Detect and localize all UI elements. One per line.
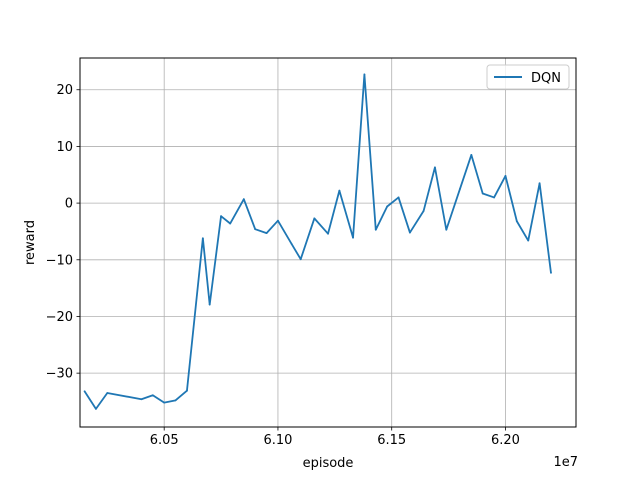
data-point bbox=[313, 217, 316, 220]
grid bbox=[80, 58, 576, 427]
data-point bbox=[422, 210, 425, 212]
data-point bbox=[374, 228, 377, 231]
y-tick-label: −30 bbox=[46, 367, 73, 382]
data-point bbox=[265, 232, 268, 235]
x-axis-offset-label: 1e7 bbox=[553, 455, 578, 470]
data-point bbox=[201, 237, 204, 240]
data-point bbox=[493, 196, 495, 199]
data-point bbox=[550, 271, 552, 274]
data-point bbox=[515, 220, 518, 223]
data-point bbox=[83, 390, 86, 393]
data-point bbox=[242, 198, 245, 201]
data-point bbox=[434, 166, 436, 169]
data-point bbox=[352, 236, 354, 239]
data-point bbox=[459, 188, 461, 190]
data-point bbox=[504, 174, 507, 177]
y-tick-label: 10 bbox=[56, 140, 73, 155]
data-point bbox=[538, 182, 541, 185]
y-tick-label: 20 bbox=[56, 83, 73, 98]
data-point bbox=[208, 303, 211, 306]
data-point bbox=[140, 398, 143, 401]
data-point bbox=[229, 222, 232, 225]
y-tick-label: −10 bbox=[46, 253, 73, 268]
data-point bbox=[409, 231, 411, 234]
data-point bbox=[470, 154, 473, 156]
data-point bbox=[220, 215, 222, 218]
data-point bbox=[151, 394, 154, 397]
data-point bbox=[527, 239, 530, 242]
data-point bbox=[174, 399, 177, 402]
data-point bbox=[290, 243, 293, 245]
legend: DQN bbox=[486, 64, 570, 90]
data-point bbox=[363, 73, 366, 76]
data-point bbox=[338, 189, 341, 192]
data-point bbox=[397, 196, 400, 199]
data-point bbox=[481, 192, 484, 195]
legend-box bbox=[486, 64, 570, 90]
legend-label-dqn: DQN bbox=[531, 71, 561, 86]
y-tick-label: −20 bbox=[46, 310, 73, 325]
x-tick-label: 6.20 bbox=[491, 433, 520, 448]
data-point bbox=[254, 228, 257, 231]
data-point bbox=[277, 219, 279, 222]
x-tick-label: 6.05 bbox=[150, 433, 179, 448]
x-axis-label: episode bbox=[303, 456, 354, 471]
data-point bbox=[445, 228, 448, 231]
data-point bbox=[163, 401, 166, 404]
x-tick-label: 6.10 bbox=[263, 433, 292, 448]
data-point bbox=[327, 232, 329, 235]
data-point bbox=[386, 205, 389, 208]
ticks: 6.05 6.10 6.15 6.20 −30 −20 −10 0 10 20 bbox=[46, 83, 520, 448]
x-tick-label: 6.15 bbox=[377, 433, 406, 448]
y-tick-label: 0 bbox=[65, 197, 73, 212]
data-point bbox=[186, 389, 188, 392]
y-axis-label: reward bbox=[23, 220, 38, 265]
data-point bbox=[299, 258, 302, 261]
data-point bbox=[106, 392, 109, 394]
plot-frame bbox=[79, 57, 577, 428]
series-layer bbox=[83, 73, 552, 410]
data-point bbox=[95, 407, 97, 410]
